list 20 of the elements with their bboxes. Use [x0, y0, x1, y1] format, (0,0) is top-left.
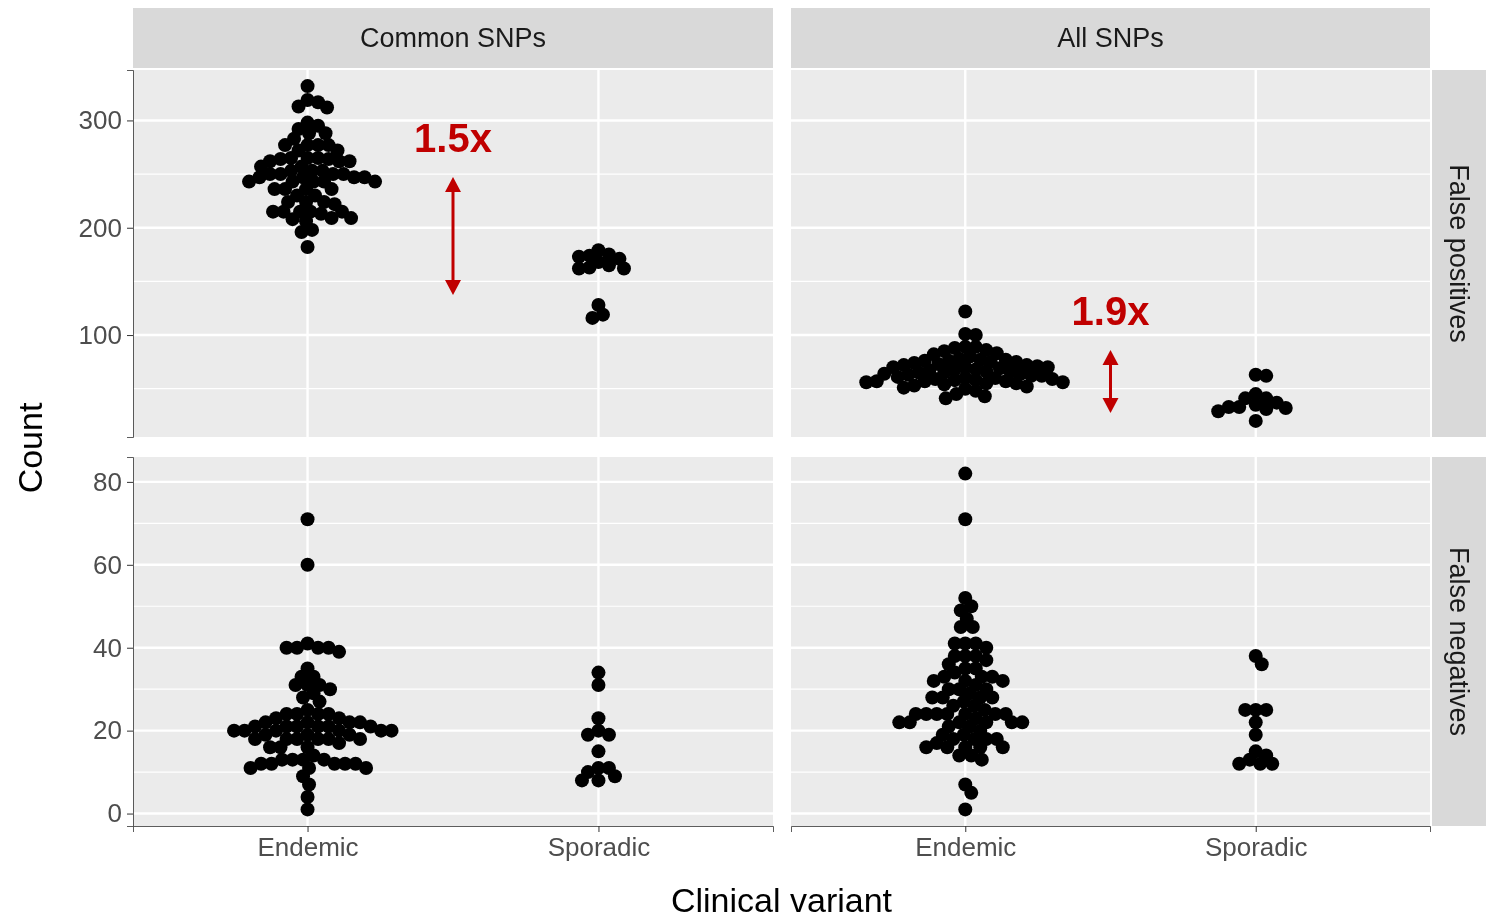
- x-tick-label: Sporadic: [547, 832, 651, 863]
- y-tick-label: 300: [78, 105, 122, 136]
- y-tick-label: 80: [93, 466, 122, 497]
- y-tick-label: 100: [78, 319, 122, 350]
- x-tick-label: Sporadic: [1204, 832, 1308, 863]
- chart-title: Common SNPs: [359, 23, 547, 54]
- y2-axis-title: False positives: [1443, 164, 1474, 343]
- x-tick-label: Endemic: [915, 832, 1017, 863]
- annotation: 1.5x: [414, 116, 492, 160]
- y2-axis-title: False negatives: [1443, 546, 1474, 737]
- y-tick-label: 20: [93, 715, 122, 746]
- y-tick-label: 60: [93, 549, 122, 580]
- annotation: 1.9x: [1071, 289, 1150, 333]
- y-tick-label: 40: [93, 632, 122, 663]
- chart-title: All SNPs: [1057, 23, 1164, 54]
- y-tick-label: 200: [78, 212, 122, 243]
- x-axis-title: Clinical variant: [670, 880, 893, 915]
- y-tick-label: 0: [107, 798, 122, 829]
- x-tick-label: Endemic: [257, 832, 359, 863]
- y-axis-title: Count: [10, 402, 49, 494]
